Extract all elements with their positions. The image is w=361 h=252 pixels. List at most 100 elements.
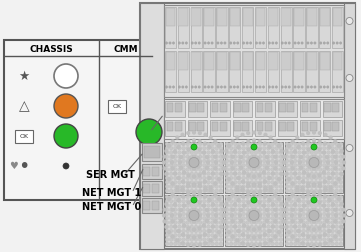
Circle shape [250, 185, 254, 188]
Circle shape [302, 164, 305, 167]
Circle shape [293, 238, 297, 241]
Circle shape [293, 225, 297, 229]
Bar [281, 8, 291, 26]
Circle shape [297, 204, 301, 207]
Circle shape [194, 225, 198, 229]
Circle shape [333, 182, 337, 186]
Circle shape [178, 195, 181, 199]
Circle shape [246, 189, 249, 193]
Circle shape [314, 195, 318, 199]
Circle shape [322, 216, 326, 220]
Circle shape [339, 225, 343, 229]
Circle shape [172, 86, 175, 88]
Circle shape [238, 229, 241, 233]
Circle shape [267, 233, 270, 237]
Circle shape [331, 151, 334, 154]
Circle shape [175, 238, 179, 242]
Circle shape [215, 159, 218, 163]
Circle shape [246, 159, 249, 163]
Circle shape [181, 180, 185, 183]
Circle shape [235, 238, 239, 242]
Circle shape [317, 227, 321, 230]
Circle shape [246, 235, 250, 239]
Circle shape [182, 238, 185, 241]
Circle shape [178, 180, 181, 184]
Circle shape [190, 242, 193, 245]
Circle shape [178, 161, 182, 165]
Circle shape [203, 141, 207, 145]
Circle shape [267, 185, 270, 188]
Circle shape [225, 233, 229, 237]
Circle shape [246, 213, 250, 217]
Circle shape [267, 146, 270, 150]
Text: NET MGT 0: NET MGT 0 [82, 202, 141, 212]
Circle shape [234, 142, 237, 146]
Circle shape [331, 164, 334, 167]
Circle shape [194, 189, 198, 193]
Circle shape [290, 225, 293, 229]
Circle shape [229, 216, 233, 220]
Circle shape [238, 225, 241, 229]
Circle shape [198, 172, 202, 176]
Circle shape [171, 219, 175, 223]
Circle shape [238, 161, 242, 165]
Circle shape [174, 238, 177, 241]
Circle shape [219, 151, 223, 154]
Circle shape [186, 176, 190, 180]
Circle shape [306, 189, 309, 193]
Circle shape [254, 195, 258, 199]
Circle shape [198, 42, 200, 44]
Circle shape [339, 151, 343, 154]
Circle shape [312, 228, 316, 232]
Circle shape [207, 42, 210, 44]
Circle shape [182, 146, 185, 150]
Circle shape [175, 136, 179, 140]
Circle shape [310, 204, 314, 207]
Circle shape [230, 213, 234, 217]
Circle shape [242, 155, 245, 159]
Circle shape [293, 185, 297, 188]
Circle shape [190, 225, 193, 229]
Circle shape [318, 161, 322, 165]
Circle shape [242, 142, 245, 146]
Circle shape [169, 195, 173, 199]
Circle shape [174, 142, 177, 146]
Bar [15, 130, 33, 142]
Bar [191, 52, 201, 71]
Circle shape [249, 158, 259, 168]
Circle shape [294, 86, 296, 88]
Circle shape [291, 235, 295, 239]
Circle shape [191, 42, 193, 44]
Circle shape [326, 161, 330, 165]
Circle shape [323, 42, 326, 44]
Circle shape [239, 208, 243, 212]
Circle shape [194, 159, 198, 163]
Circle shape [312, 182, 316, 186]
Circle shape [327, 229, 330, 233]
Circle shape [290, 208, 293, 211]
Circle shape [306, 201, 311, 205]
Circle shape [267, 242, 270, 245]
Circle shape [282, 161, 286, 165]
Circle shape [262, 168, 266, 171]
Circle shape [271, 229, 274, 233]
Circle shape [174, 221, 177, 224]
Circle shape [169, 204, 173, 207]
Circle shape [238, 180, 241, 184]
Circle shape [205, 208, 209, 212]
Circle shape [327, 42, 329, 44]
Circle shape [294, 42, 296, 44]
Circle shape [291, 219, 295, 223]
Circle shape [329, 136, 333, 140]
Circle shape [306, 229, 309, 233]
Circle shape [275, 151, 279, 154]
Circle shape [186, 243, 190, 247]
Circle shape [310, 242, 314, 245]
Circle shape [217, 197, 221, 201]
Circle shape [165, 42, 168, 44]
Circle shape [211, 149, 215, 153]
Circle shape [165, 216, 169, 220]
Circle shape [275, 159, 279, 163]
Bar [140, 3, 355, 249]
Circle shape [178, 159, 181, 163]
